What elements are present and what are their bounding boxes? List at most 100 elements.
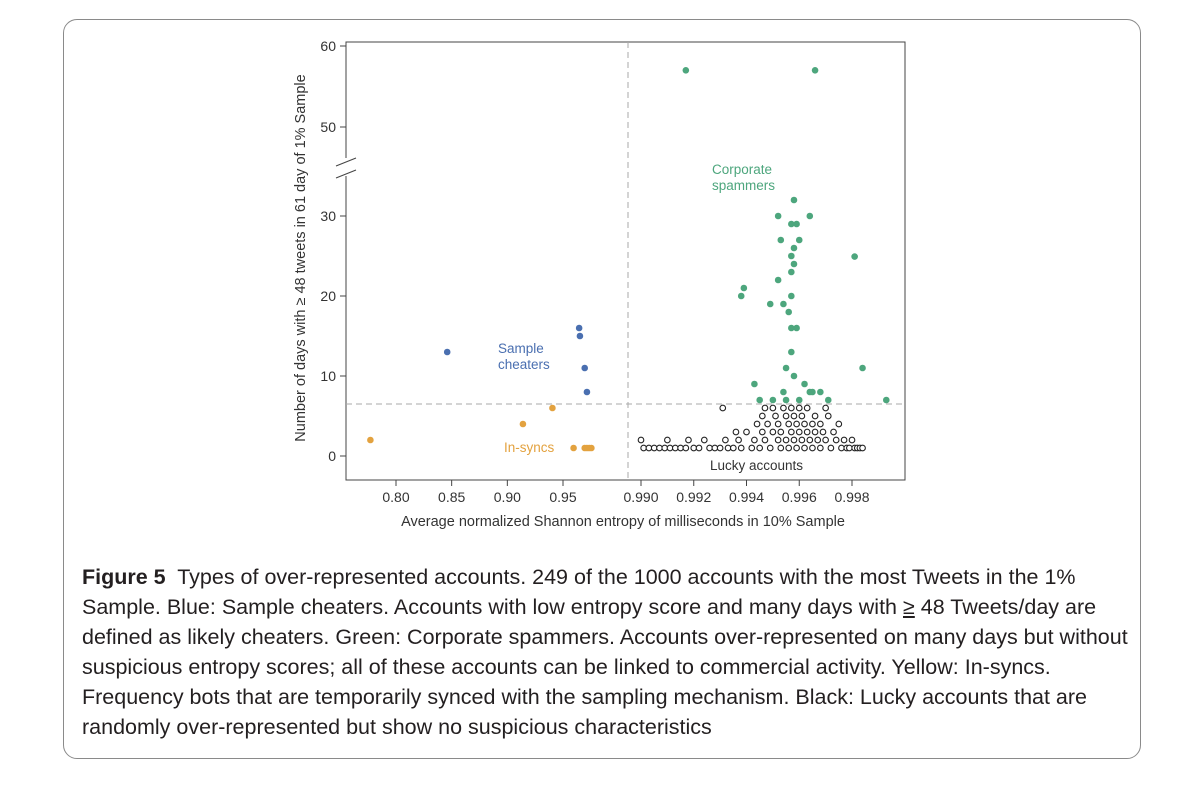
plot-area-border — [345, 41, 906, 481]
y-axis-break-mask — [330, 158, 354, 176]
y-tick-label: 10 — [320, 368, 336, 384]
caption-label: Figure 5 — [82, 565, 166, 589]
lucky-accounts-point — [803, 404, 811, 412]
lucky-accounts-point — [785, 420, 793, 428]
lucky-accounts-point — [758, 428, 766, 436]
corporate-spammers-point — [793, 324, 800, 332]
corporate-spammers-point — [788, 324, 795, 332]
corporate-spammers-point — [751, 380, 758, 388]
lucky-accounts-point — [809, 444, 816, 452]
sample-cheaters-point — [583, 388, 591, 396]
lucky-accounts-point — [782, 436, 790, 444]
lucky-accounts-point — [859, 444, 866, 452]
in-syncs-label: In-syncs — [504, 440, 555, 455]
corporate-spammers-point — [780, 300, 787, 308]
corporate-spammers-point — [806, 212, 814, 220]
lucky-accounts-point — [719, 404, 727, 412]
corporate-spammers-point — [782, 364, 790, 372]
corporate-spammers-point — [793, 220, 800, 228]
corporate-spammers-point — [790, 372, 798, 380]
y-tick-label: 60 — [320, 38, 336, 54]
corporate-spammers-point — [788, 252, 795, 260]
corporate-spammers-point — [788, 292, 795, 300]
corporate-spammers-point — [795, 396, 803, 404]
caption-text-part1: Types of over-represented accounts. 249 … — [82, 565, 1076, 619]
lucky-accounts-point — [840, 436, 848, 444]
lucky-accounts-point — [827, 444, 835, 452]
corporate-spammers-point — [766, 300, 774, 308]
lucky-accounts-point — [751, 436, 758, 444]
in-syncs-point — [367, 436, 374, 444]
lucky-accounts-point — [735, 436, 742, 444]
corporate-spammers-point — [769, 396, 777, 404]
lucky-accounts-point — [743, 428, 750, 436]
lucky-accounts-point — [811, 428, 819, 436]
corporate-spammers-point — [809, 388, 816, 396]
lucky-accounts-point — [809, 420, 816, 428]
x-tick-label: 0.90 — [494, 489, 521, 505]
x-tick-label: 0.994 — [729, 489, 764, 505]
corporate-spammers-point — [801, 380, 808, 388]
x-tick-label: 0.95 — [549, 489, 576, 505]
lucky-accounts-point — [637, 436, 645, 444]
lucky-accounts-point — [777, 428, 785, 436]
lucky-accounts-point — [761, 404, 769, 412]
y-tick-label: 30 — [320, 208, 336, 224]
y-tick-label: 20 — [320, 288, 336, 304]
corporate-spammers-point — [788, 220, 795, 228]
corporate-spammers-point — [777, 236, 785, 244]
corporate-spammers-point — [851, 253, 858, 260]
x-tick-label: 0.80 — [382, 489, 409, 505]
figure-frame — [63, 19, 1141, 759]
lucky-accounts-point — [822, 404, 829, 412]
lucky-accounts-point — [787, 428, 795, 436]
in-syncs-point — [549, 404, 556, 412]
corporate-spammers-point — [882, 396, 890, 404]
lucky-accounts-point — [824, 412, 832, 420]
lucky-accounts-point — [756, 444, 764, 452]
lucky-accounts-point — [795, 428, 803, 436]
corporate-spammers-point — [740, 284, 748, 292]
lucky-accounts-point — [772, 412, 779, 420]
sample-cheaters-point — [575, 324, 583, 332]
lucky-accounts-point — [785, 444, 793, 452]
x-tick-label: 0.990 — [623, 489, 658, 505]
corporate-spammers-point — [817, 388, 824, 396]
in-syncs-point — [588, 444, 595, 452]
lucky-accounts-point — [764, 420, 771, 428]
lucky-accounts-point — [664, 436, 671, 444]
x-axis-label: Average normalized Shannon entropy of mi… — [401, 514, 845, 530]
in-syncs-point — [519, 420, 527, 428]
corporate-spammers-point — [782, 396, 790, 404]
lucky-accounts-point — [777, 444, 785, 452]
corporate-spammers-point — [780, 388, 787, 396]
corporate-spammers-point — [790, 244, 798, 252]
lucky-accounts-point — [758, 412, 766, 420]
corporate-spammers-point — [788, 268, 795, 276]
lucky-accounts-point — [822, 436, 829, 444]
caption-geq-symbol: ≥ — [903, 595, 915, 619]
lucky-accounts-point — [848, 436, 856, 444]
lucky-accounts-point — [811, 412, 819, 420]
lucky-accounts-point — [793, 420, 800, 428]
y-tick-label: 50 — [320, 119, 336, 135]
corporate-spammers-point — [774, 276, 782, 284]
lucky-accounts-point — [790, 412, 798, 420]
lucky-accounts-point — [729, 444, 737, 452]
lucky-accounts-point — [695, 444, 703, 452]
lucky-accounts-point — [798, 436, 806, 444]
corporate-spammers-label: Corporate — [712, 162, 772, 177]
lucky-accounts-point — [722, 436, 729, 444]
caption-text-part2: 48 Tweets/day are defined as likely chea… — [82, 595, 1128, 739]
lucky-accounts-point — [790, 436, 798, 444]
scatter-chart: 0 10 20 30 50 60 0.80 0.85 0.90 0.95 0.990 0.992 0.9… — [293, 38, 906, 530]
lucky-accounts-point — [835, 420, 843, 428]
lucky-accounts-point — [830, 428, 837, 436]
corporate-spammers-point — [795, 236, 803, 244]
lucky-accounts-point — [801, 444, 808, 452]
lucky-accounts-point — [682, 444, 690, 452]
y-axis-label: Number of days with ≥ 48 tweets in 61 da… — [293, 74, 309, 441]
in-syncs-point — [570, 444, 577, 452]
y-axis-break-mark-upper — [335, 157, 357, 167]
corporate-spammers-point — [790, 196, 798, 204]
